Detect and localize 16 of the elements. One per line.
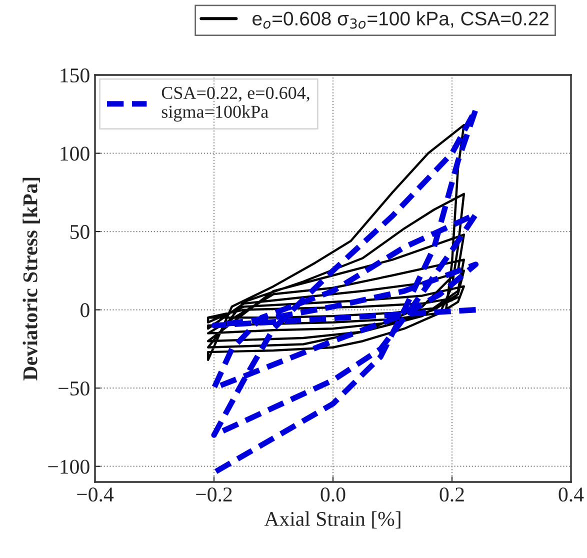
legend-label: CSA=0.22, e=0.604, sigma=100kPa [162, 86, 310, 122]
x-axis-title: Axial Strain [%] [264, 511, 400, 529]
x-tick-label: 0.4 [558, 487, 584, 502]
y-tick-label: 150 [60, 68, 90, 82]
x-tick-label: 0.2 [440, 487, 464, 502]
legend-label: e$_{o}$=0.608 σ$_{3o}$=100 kPa, CSA=0.22 [252, 11, 548, 29]
y-tick-label: 50 [70, 224, 90, 239]
x-tick-label: 0.0 [320, 487, 346, 502]
y-tick-label: −50 [58, 381, 90, 396]
line-series [206, 124, 466, 362]
y-tick-label: −100 [48, 460, 90, 474]
x-tick-label: −0.2 [196, 487, 232, 502]
y-axis-title: Deviatoric Stress [kPa] [22, 178, 40, 380]
x-tick-label: −0.4 [77, 487, 114, 502]
y-tick-label: 100 [60, 146, 90, 161]
y-tick-label: 0 [80, 303, 90, 318]
